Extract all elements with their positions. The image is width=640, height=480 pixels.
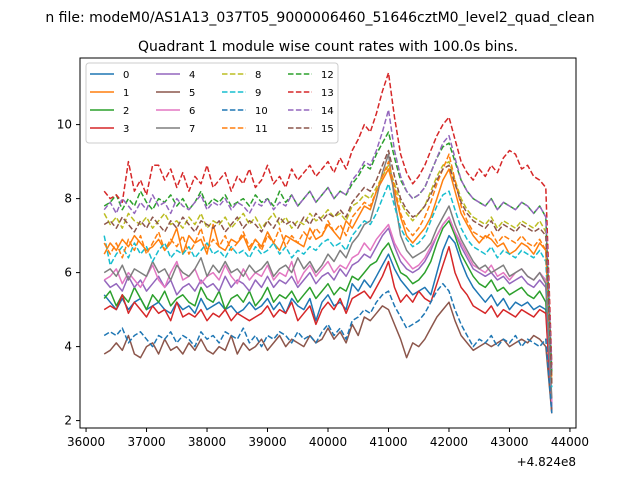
legend-label-5: 5 xyxy=(189,88,195,99)
legend-label-12: 12 xyxy=(321,70,334,81)
legend-label-6: 6 xyxy=(189,106,195,117)
legend-label-15: 15 xyxy=(321,124,334,135)
x-tick-label: 40000 xyxy=(309,435,347,449)
series-line-14 xyxy=(103,109,553,373)
legend-label-9: 9 xyxy=(255,88,261,99)
legend-label-11: 11 xyxy=(255,124,268,135)
y-axis: 2 4 6 8 10 xyxy=(57,118,80,428)
legend-label-0: 0 xyxy=(123,70,129,81)
legend-label-10: 10 xyxy=(255,106,268,117)
series-line-9 xyxy=(103,183,553,388)
legend-label-8: 8 xyxy=(255,70,261,81)
x-tick-label: 36000 xyxy=(67,435,105,449)
series-line-5 xyxy=(103,301,553,414)
series-line-4 xyxy=(103,216,553,406)
y-tick-label: 10 xyxy=(57,118,72,132)
legend-frame xyxy=(85,62,339,144)
x-axis-offset-label: +4.824e8 xyxy=(517,455,576,469)
series-line-0 xyxy=(103,234,553,410)
series-line-3 xyxy=(103,245,553,414)
figure-suptitle: n file: modeM0/AS1A13_037T05_9000006460_… xyxy=(45,10,594,26)
series-line-15 xyxy=(103,149,553,384)
legend-label-13: 13 xyxy=(321,88,334,99)
y-tick-label: 4 xyxy=(64,340,72,354)
x-tick-label: 44000 xyxy=(551,435,589,449)
x-tick-label: 38000 xyxy=(188,435,226,449)
y-tick-label: 8 xyxy=(64,192,72,206)
series-line-13 xyxy=(103,72,553,366)
legend-label-14: 14 xyxy=(321,106,334,117)
x-tick-label: 43000 xyxy=(490,435,528,449)
series-layer xyxy=(103,72,553,414)
x-tick-label: 39000 xyxy=(248,435,286,449)
series-line-10 xyxy=(103,282,553,414)
series-line-2 xyxy=(103,220,553,406)
legend-label-3: 3 xyxy=(123,124,129,135)
chart-title: Quadrant 1 module wise count rates with … xyxy=(138,39,518,55)
series-line-7 xyxy=(103,153,553,399)
x-axis: 36000 37000 38000 39000 40000 41000 42000 43000… xyxy=(67,428,589,449)
legend-label-7: 7 xyxy=(189,124,195,135)
x-tick-label: 37000 xyxy=(127,435,165,449)
x-tick-label: 42000 xyxy=(430,435,468,449)
legend-label-4: 4 xyxy=(189,70,195,81)
legend-label-1: 1 xyxy=(123,88,129,99)
series-line-11 xyxy=(103,153,553,380)
y-tick-label: 2 xyxy=(64,414,72,428)
legend-label-2: 2 xyxy=(123,106,129,117)
y-tick-label: 6 xyxy=(64,266,72,280)
x-tick-label: 41000 xyxy=(369,435,407,449)
series-line-1 xyxy=(103,168,553,384)
